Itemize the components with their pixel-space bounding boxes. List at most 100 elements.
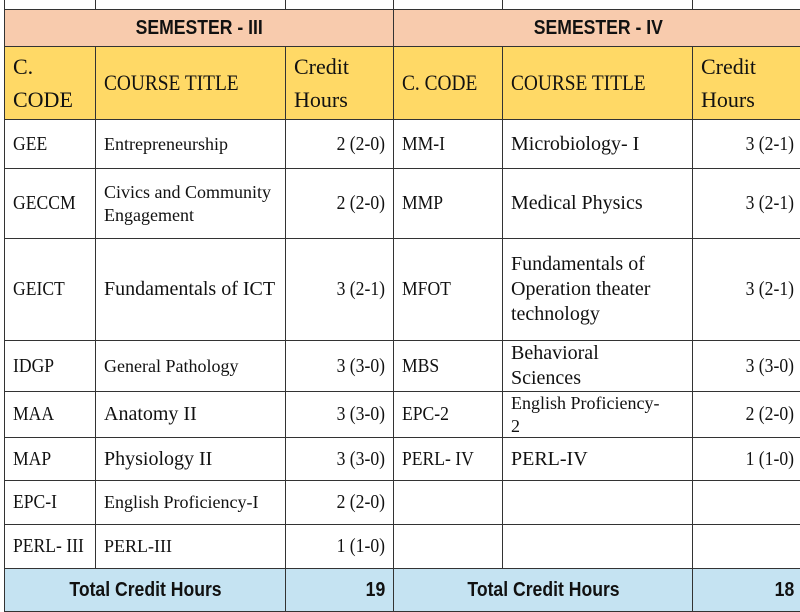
table-row: PERL- III PERL-III 1 (1-0): [5, 525, 800, 569]
code-text: MAA: [13, 402, 54, 427]
title-text: Behavioral Sciences: [511, 341, 661, 391]
cell-title: Behavioral Sciences: [503, 341, 693, 392]
cell-code: PERL- IV: [394, 438, 503, 481]
cell-code: PERL- III: [5, 525, 96, 569]
credit-text: 2 (2-0): [337, 132, 385, 157]
cell-title: General Pathology: [96, 341, 286, 392]
code-text: EPC-2: [402, 402, 449, 427]
code-text: GECCM: [13, 191, 76, 216]
header-credit-text: Credit Hours: [701, 50, 761, 116]
header-code-text: C. CODE: [13, 50, 63, 116]
code-text: GEICT: [13, 277, 65, 302]
cell-title: [503, 481, 693, 525]
code-text: MM-I: [402, 132, 445, 157]
cell-title: Entrepreneurship: [96, 120, 286, 169]
cell-code: MAA: [5, 392, 96, 438]
cell-code: MAP: [5, 438, 96, 481]
cell-code: [394, 481, 503, 525]
header-code: C. CODE: [394, 47, 503, 120]
cell-title: Physiology II: [96, 438, 286, 481]
credit-text: 3 (2-1): [746, 191, 794, 216]
cell-credit: 3 (3-0): [286, 341, 394, 392]
cell-title: Medical Physics: [503, 169, 693, 239]
cell-code: GEE: [5, 120, 96, 169]
title-text: Microbiology- I: [511, 132, 661, 157]
title-text: Civics and Community Engagement: [104, 181, 279, 226]
table-row: EPC-I English Proficiency-I 2 (2-0): [5, 481, 800, 525]
title-text: Medical Physics: [511, 191, 661, 216]
cell-title: Fundamentals of ICT: [96, 239, 286, 341]
code-text: MAP: [13, 447, 51, 472]
semester-iv-title-text: SEMESTER - IV: [533, 16, 662, 41]
cell-code: GECCM: [5, 169, 96, 239]
cell-credit: 1 (1-0): [286, 525, 394, 569]
cell-code: EPC-2: [394, 392, 503, 438]
cell-credit: 3 (2-1): [693, 239, 800, 341]
cell-credit: 3 (3-0): [286, 438, 394, 481]
table-row: MAP Physiology II 3 (3-0) PERL- IV PERL-IV 1 …: [5, 438, 800, 481]
title-text: English Proficiency-I: [104, 491, 279, 514]
code-text: IDGP: [13, 354, 54, 379]
table-row: GEE Entrepreneurship 2 (2-0) MM-I Microbiolo…: [5, 120, 800, 169]
title-text: General Pathology: [104, 355, 279, 378]
title-text: English Proficiency-2: [511, 392, 661, 437]
total-label: Total Credit Hours: [5, 569, 286, 612]
cell-title: Civics and Community Engagement: [96, 169, 286, 239]
cell-code: MM-I: [394, 120, 503, 169]
total-label-text: Total Credit Hours: [69, 578, 221, 603]
title-text: Fundamentals of ICT: [104, 277, 279, 302]
cell-code: MFOT: [394, 239, 503, 341]
table-row: MAA Anatomy II 3 (3-0) EPC-2 English Profici…: [5, 392, 800, 438]
credit-text: 2 (2-0): [337, 191, 385, 216]
code-text: PERL- IV: [402, 447, 474, 472]
cell-code: IDGP: [5, 341, 96, 392]
cell-credit: 1 (1-0): [693, 438, 800, 481]
table-row: GECCM Civics and Community Engagement 2 (2…: [5, 169, 800, 239]
header-code-text: C. CODE: [402, 69, 477, 97]
cell-credit: 3 (2-1): [693, 120, 800, 169]
code-text: PERL- III: [13, 534, 84, 559]
cell-code: EPC-I: [5, 481, 96, 525]
total-row: Total Credit Hours 19 Total Credit Hours…: [5, 569, 800, 612]
total-value-text: 19: [365, 578, 385, 603]
semester-course-table: SEMESTER - III SEMESTER - IV C. CODE COU…: [4, 0, 800, 612]
code-text: GEE: [13, 132, 47, 157]
code-text: EPC-I: [13, 490, 57, 515]
semester-iv-title: SEMESTER - IV: [394, 10, 800, 47]
cell-title: [503, 525, 693, 569]
semester-header-row: SEMESTER - III SEMESTER - IV: [5, 10, 800, 47]
total-value: 18: [693, 569, 800, 612]
title-text: Physiology II: [104, 447, 279, 472]
credit-text: 2 (2-0): [337, 490, 385, 515]
cell-title: PERL-III: [96, 525, 286, 569]
header-title: COURSE TITLE: [96, 47, 286, 120]
header-credit: Credit Hours: [286, 47, 394, 120]
credit-text: 1 (1-0): [337, 534, 385, 559]
code-text: MFOT: [402, 277, 451, 302]
credit-text: 2 (2-0): [746, 402, 794, 427]
column-header-row: C. CODE COURSE TITLE Credit Hours C. COD…: [5, 47, 800, 120]
header-code: C. CODE: [5, 47, 96, 120]
semester-iii-title-text: SEMESTER - III: [135, 16, 262, 41]
code-text: MMP: [402, 191, 443, 216]
cell-credit: 3 (2-1): [693, 169, 800, 239]
title-text: Entrepreneurship: [104, 133, 279, 156]
header-title-text: COURSE TITLE: [511, 69, 646, 97]
total-value: 19: [286, 569, 394, 612]
credit-text: 3 (2-1): [746, 132, 794, 157]
header-credit: Credit Hours: [693, 47, 800, 120]
cell-credit: [693, 481, 800, 525]
cell-title: Microbiology- I: [503, 120, 693, 169]
header-title: COURSE TITLE: [503, 47, 693, 120]
header-credit-text: Credit Hours: [294, 50, 354, 116]
cell-credit: 2 (2-0): [286, 120, 394, 169]
cell-title: PERL-IV: [503, 438, 693, 481]
credit-text: 3 (2-1): [746, 277, 794, 302]
title-text: Anatomy II: [104, 402, 279, 427]
credit-text: 3 (3-0): [337, 402, 385, 427]
credit-text: 1 (1-0): [746, 447, 794, 472]
cropped-top-row: [5, 0, 800, 10]
cell-credit: 3 (3-0): [693, 341, 800, 392]
credit-text: 3 (3-0): [337, 447, 385, 472]
